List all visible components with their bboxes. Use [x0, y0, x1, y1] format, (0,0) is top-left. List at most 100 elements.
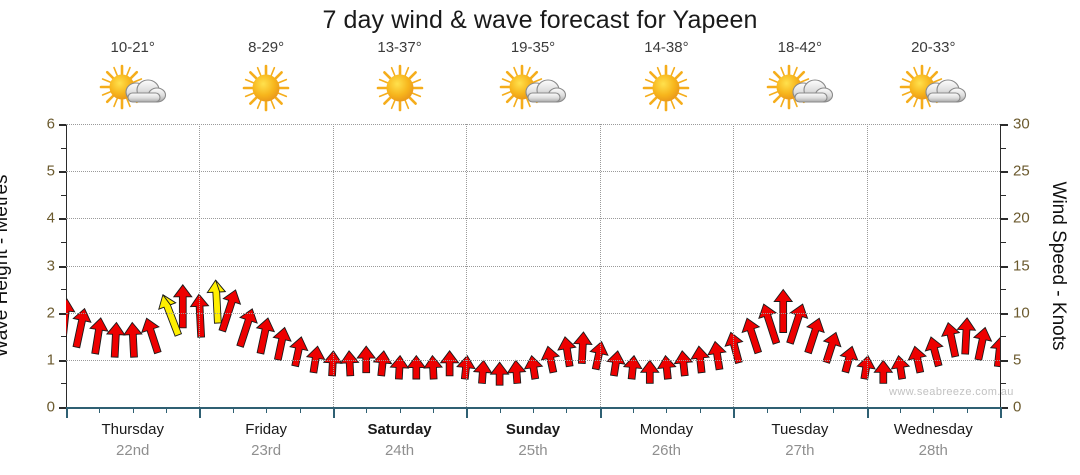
left-tick	[59, 265, 66, 268]
x-tick	[766, 407, 768, 413]
day-date: 28th	[918, 442, 948, 459]
day-date: 24th	[384, 442, 415, 459]
temperature-range: 20-33°	[911, 39, 956, 56]
day-header-sunday: 19-35°	[467, 38, 600, 116]
left-minor-tick	[61, 336, 66, 338]
sun-cloud-icon	[499, 64, 567, 110]
x-tick	[399, 407, 401, 413]
right-tick-label: 20	[1013, 209, 1030, 227]
day-date: 25th	[518, 442, 548, 459]
x-tick	[933, 407, 935, 413]
page-title: 7 day wind & wave forecast for Yapeen	[322, 6, 758, 34]
sun-icon	[376, 64, 423, 112]
day-date: 27th	[785, 442, 815, 459]
right-axis-title: Wind Speed - Knots	[1048, 181, 1069, 350]
x-tick	[833, 407, 835, 413]
temperature-range: 14-38°	[644, 39, 689, 56]
left-tick	[59, 171, 66, 174]
x-tick	[799, 407, 801, 413]
right-tick-label: 0	[1013, 398, 1022, 416]
left-minor-tick	[61, 383, 66, 385]
day-header-wednesday: 20-33°	[867, 38, 1000, 116]
x-tick	[699, 407, 701, 413]
gridline-horizontal	[66, 359, 1000, 361]
sun-icon	[242, 64, 290, 112]
right-minor-tick	[1000, 241, 1006, 243]
gridline-vertical	[599, 124, 601, 407]
sun-cloud-icon	[899, 64, 967, 110]
x-tick	[633, 407, 635, 413]
x-tick	[199, 407, 202, 418]
x-tick	[499, 407, 501, 413]
x-tick	[99, 407, 101, 413]
day-footer-saturday: Saturday 24th	[333, 420, 466, 461]
sun-icon	[200, 58, 333, 116]
x-tick	[299, 407, 301, 413]
x-tick	[332, 407, 335, 418]
day-header-thursday: 10-21°	[66, 38, 199, 116]
left-tick	[59, 218, 66, 221]
gridline-vertical	[733, 124, 735, 407]
left-tick-label: 0	[46, 398, 55, 416]
left-tick	[59, 359, 66, 362]
day-name: Monday	[639, 421, 694, 438]
right-tick-label: 15	[1013, 257, 1030, 274]
day-name: Sunday	[505, 421, 561, 438]
temperature-range: 8-29°	[248, 39, 285, 56]
x-tick	[899, 407, 901, 413]
day-footer-thursday: Thursday 22nd	[66, 420, 199, 461]
x-tick	[566, 407, 568, 413]
left-minor-tick	[61, 147, 66, 149]
watermark: www.seabreeze.com.au	[889, 386, 1014, 398]
temperature-range: 19-35°	[510, 39, 556, 56]
plot-area: 0 1 2 3 4 5 6 0 5 10 15 20 25 30	[47, 116, 1030, 418]
left-minor-tick	[61, 241, 66, 243]
x-tick	[66, 407, 68, 418]
left-tick	[59, 407, 66, 409]
gridline-vertical	[199, 124, 201, 407]
x-tick	[599, 407, 602, 418]
right-minor-tick	[1000, 289, 1006, 291]
right-tick	[1000, 124, 1008, 126]
sun-cloud-icon	[66, 58, 199, 116]
right-tick	[1000, 265, 1008, 268]
x-tick	[666, 407, 668, 413]
day-footer-monday: Monday 26th	[600, 420, 733, 461]
x-tick	[733, 407, 736, 418]
right-tick	[1000, 171, 1008, 174]
x-tick	[466, 407, 469, 418]
day-name: Wednesday	[893, 421, 973, 438]
left-tick-label: 3	[46, 257, 55, 274]
right-tick	[1000, 312, 1008, 315]
gridline-horizontal	[66, 265, 1000, 267]
sun-icon	[600, 58, 733, 116]
day-header-friday: 8-29°	[200, 38, 333, 116]
gridline-horizontal	[66, 171, 1000, 173]
right-minor-tick	[1000, 383, 1006, 385]
left-tick	[59, 124, 66, 126]
x-tick	[232, 407, 234, 413]
sun-icon	[643, 64, 690, 112]
day-name: Friday	[245, 421, 287, 438]
x-tick	[533, 407, 534, 413]
day-footer-wednesday: Wednesday 28th	[867, 420, 1000, 461]
day-header-monday: 14-38°	[600, 38, 733, 116]
x-tick	[366, 407, 368, 413]
day-name: Saturday	[367, 421, 432, 438]
x-tick	[132, 407, 134, 413]
x-tick	[866, 407, 869, 418]
right-tick	[1000, 359, 1008, 362]
x-tick	[166, 407, 168, 413]
wind-barb-series	[66, 279, 1000, 386]
day-header-saturday: 13-37°	[333, 38, 466, 116]
left-minor-tick	[61, 289, 66, 291]
right-minor-tick	[1000, 147, 1006, 149]
gridline-horizontal	[66, 312, 1000, 314]
x-tick	[266, 407, 268, 413]
day-footer-tuesday: Tuesday 27th	[733, 420, 866, 461]
right-minor-tick	[1000, 336, 1006, 338]
day-name: Thursday	[101, 421, 164, 438]
right-tick	[1000, 218, 1008, 221]
left-tick-label: 4	[46, 209, 55, 227]
gridline-horizontal	[66, 218, 1000, 220]
